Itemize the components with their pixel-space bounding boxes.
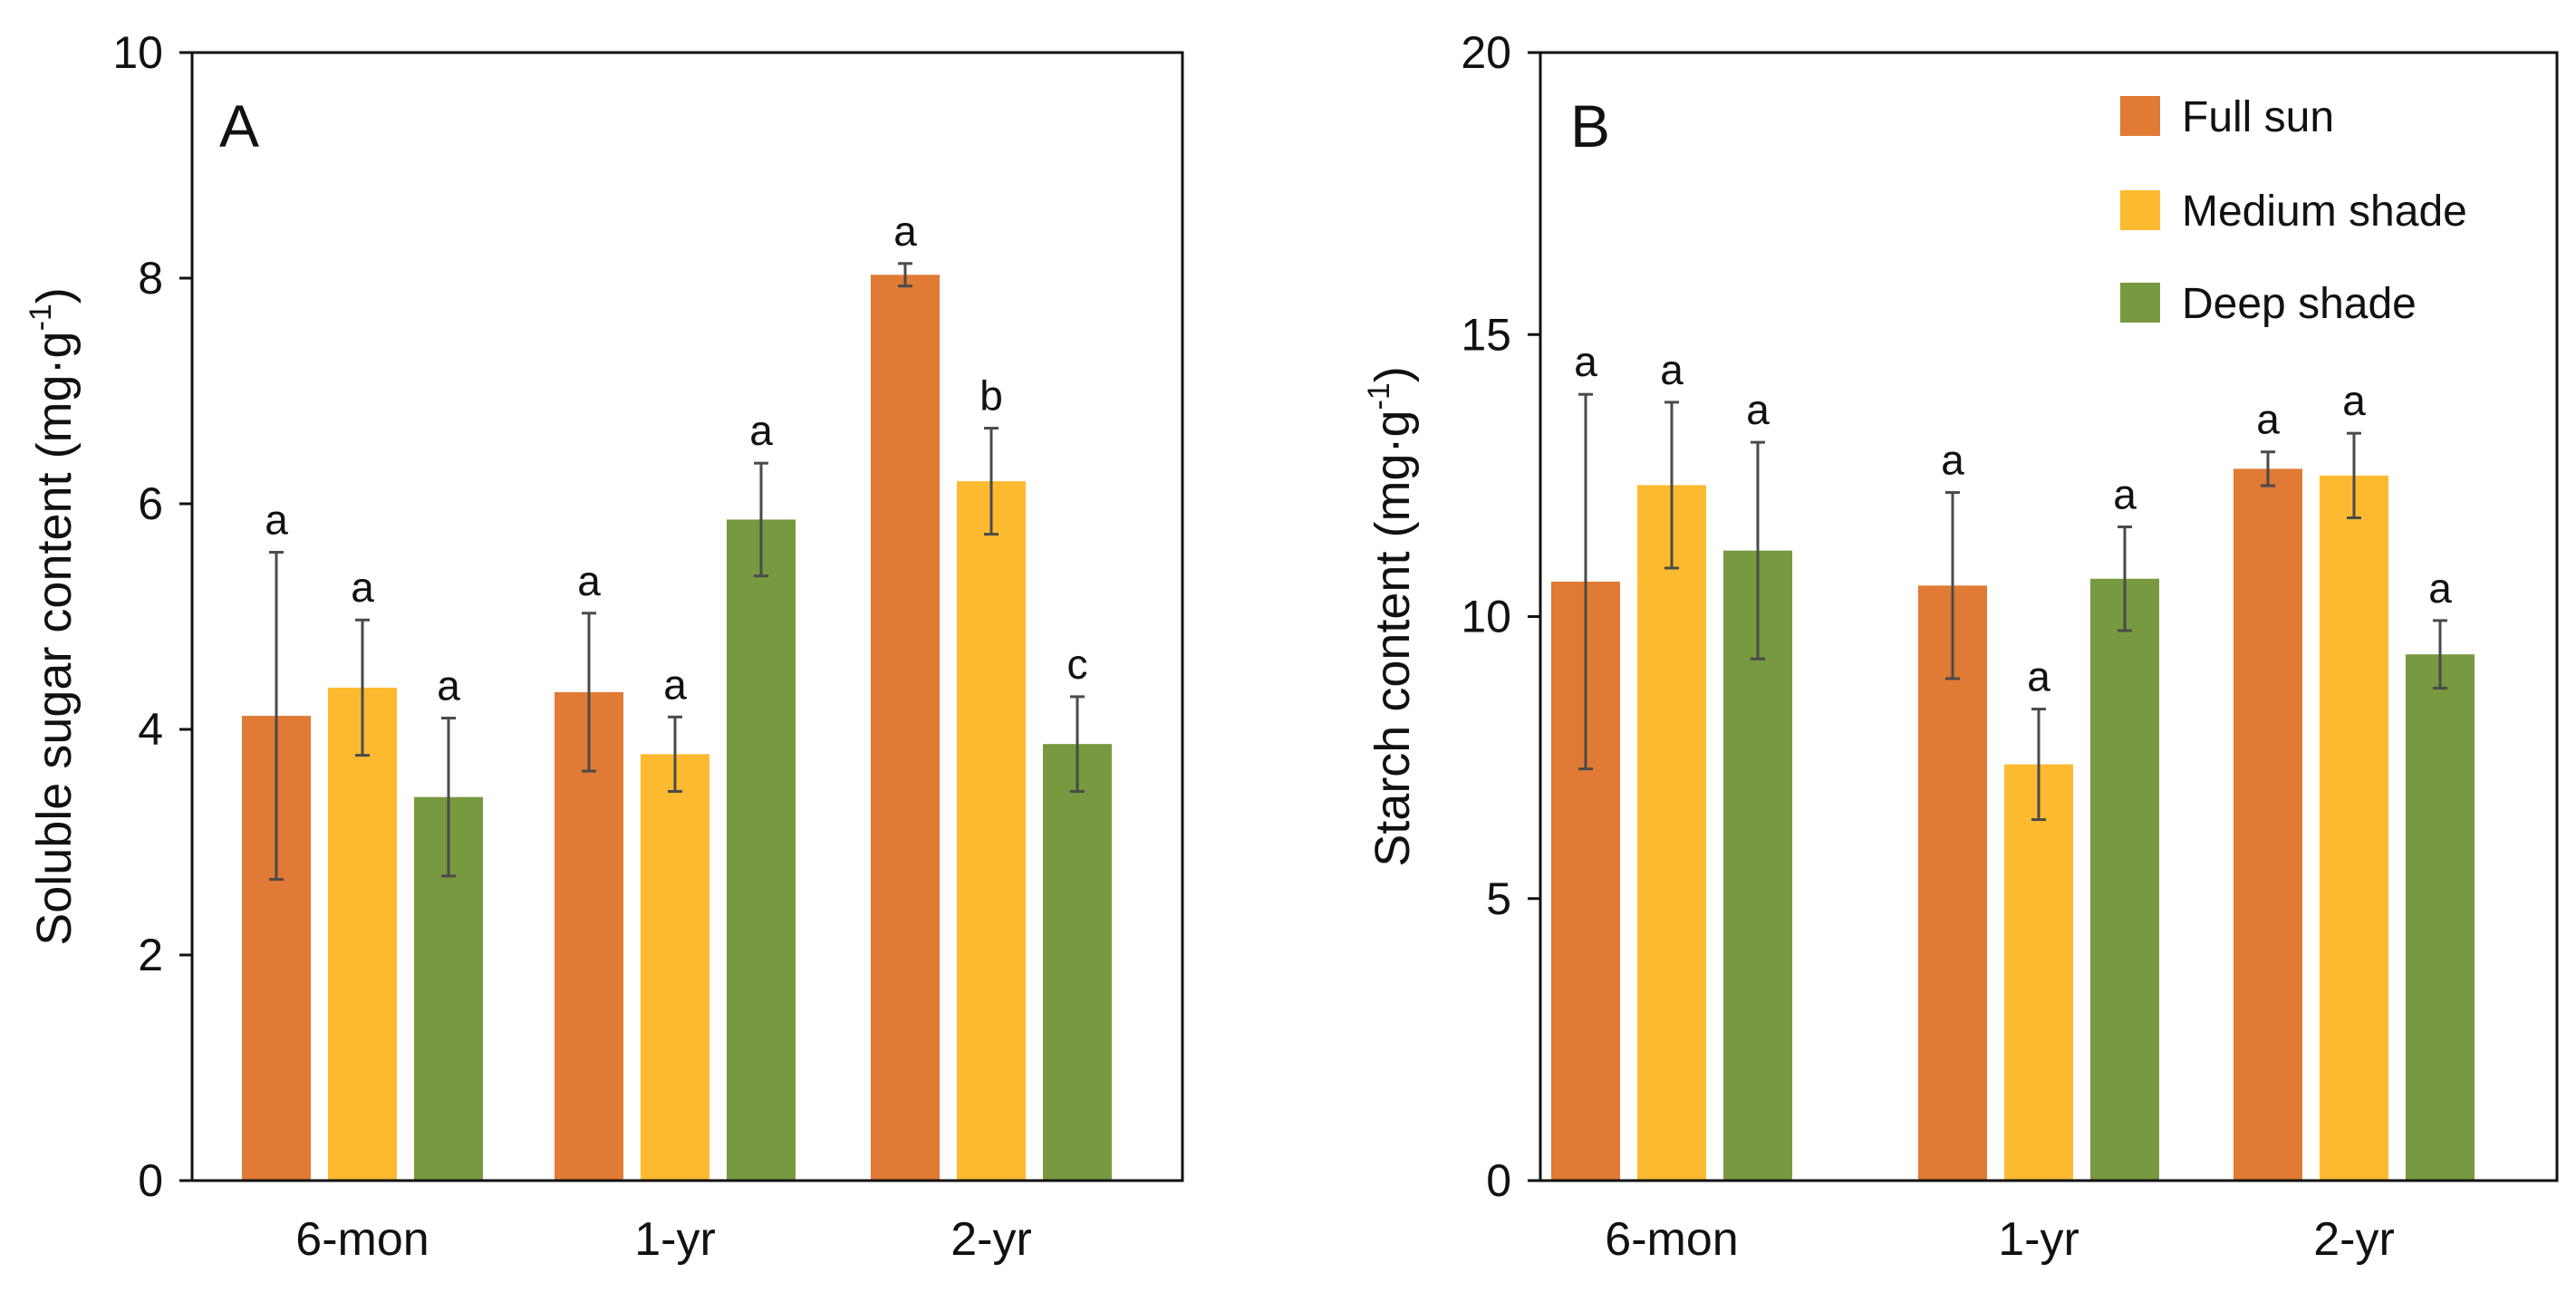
bar (555, 691, 623, 1181)
y-axis-title: Starch content (mg·g-1) (1362, 366, 1420, 866)
y-tick-label: 20 (1461, 27, 1511, 78)
significance-letter: a (265, 497, 288, 544)
x-tick-label: 6-mon (295, 1213, 429, 1266)
bar (727, 519, 796, 1181)
significance-letter: a (2027, 653, 2050, 700)
y-tick-label: 5 (1486, 873, 1511, 924)
significance-letter: a (351, 564, 374, 611)
significance-letter: a (893, 207, 917, 255)
bar (2233, 468, 2302, 1181)
legend-label: Deep shade (2182, 280, 2417, 328)
y-tick-label: 2 (138, 930, 163, 980)
bar (1918, 585, 1987, 1181)
significance-letter: a (2113, 471, 2137, 518)
x-tick-label: 2-yr (950, 1213, 1032, 1266)
significance-letter: b (979, 372, 1003, 420)
significance-letter: a (1660, 346, 1684, 393)
panel-letter: A (219, 92, 259, 159)
significance-letter: a (2428, 564, 2452, 612)
bar (2090, 578, 2159, 1181)
legend-swatch (2120, 96, 2160, 136)
x-tick-label: 1-yr (1998, 1213, 2079, 1266)
panel-letter: B (1570, 92, 1610, 159)
bar (1637, 485, 1706, 1181)
x-tick-label: 1-yr (634, 1213, 716, 1266)
y-tick-label: 10 (112, 27, 163, 78)
significance-letter: c (1067, 641, 1088, 688)
bar (1043, 744, 1112, 1181)
x-tick-label: 6-mon (1605, 1213, 1738, 1266)
y-tick-label: 8 (138, 253, 163, 304)
significance-letter: a (663, 661, 687, 708)
y-tick-label: 0 (138, 1155, 163, 1206)
chart-panel-b: a a a 6-mon a a a 1-yr a a a 2-yr 0 5 10 15 20 Starch con… (1362, 27, 2559, 1266)
significance-letter: a (1574, 338, 1597, 385)
y-axis-title: Soluble sugar content (mg·g-1) (24, 287, 82, 946)
significance-letter: a (1941, 437, 1964, 484)
chart-panel-a: a a a 6-mon a a a 1-yr a b c 2-yr 0 2 4 6 8 10 Soluble sug… (24, 27, 1184, 1266)
y-tick-label: 15 (1461, 309, 1511, 360)
legend-label: Medium shade (2182, 188, 2467, 236)
bar (2320, 475, 2388, 1181)
bar (2004, 764, 2073, 1181)
bar (871, 275, 940, 1181)
legend-swatch (2120, 190, 2160, 230)
bar (641, 754, 709, 1181)
y-tick-label: 6 (138, 478, 163, 529)
significance-letter: a (2256, 396, 2280, 443)
bar (328, 687, 397, 1181)
y-tick-label: 10 (1461, 592, 1511, 642)
legend-label: Full sun (2182, 93, 2334, 141)
bar (957, 481, 1026, 1181)
significance-letter: a (2342, 377, 2366, 424)
legend-swatch (2120, 283, 2160, 323)
legend: Full sun Medium shade Deep shade (2120, 93, 2467, 328)
significance-letter: a (577, 557, 601, 604)
bar (2406, 654, 2475, 1181)
x-tick-label: 2-yr (2313, 1213, 2395, 1266)
y-tick-label: 4 (138, 704, 163, 755)
significance-letter: a (1746, 386, 1770, 433)
significance-letter: a (437, 662, 460, 709)
significance-letter: a (749, 407, 773, 454)
y-tick-label: 0 (1486, 1155, 1511, 1206)
plot-frame (190, 51, 1184, 1182)
